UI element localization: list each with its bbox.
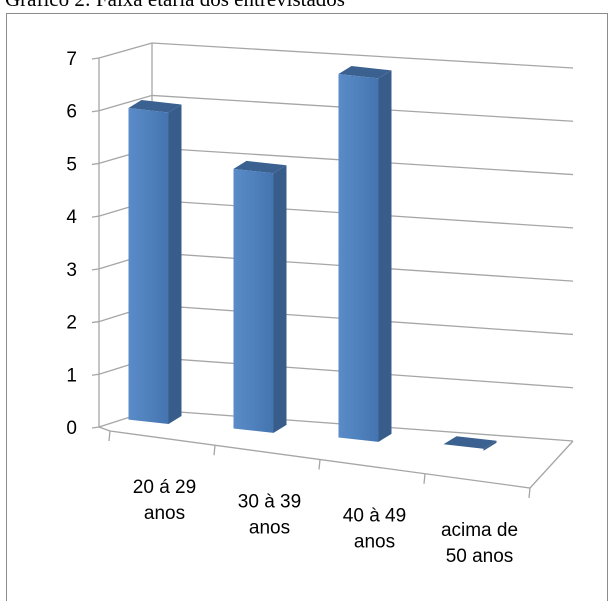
category-labels: 20 á 29 anos 30 à 39 anos 40 à 49 anos acima d… [133, 477, 518, 567]
chart-frame [6, 13, 608, 601]
y-tick-label: 6 [66, 102, 77, 123]
y-tick-labels: 0 1 2 3 4 5 6 7 [66, 49, 77, 439]
category-label: anos [354, 532, 395, 553]
y-tick-mark [91, 110, 100, 113]
category-label: 40 à 49 [343, 506, 406, 527]
floor-corner [98, 426, 111, 432]
y-tick-label: 7 [66, 49, 77, 70]
gridline [98, 42, 574, 69]
x-tick-mark [213, 445, 216, 456]
y-tick-label: 3 [66, 260, 77, 281]
x-tick-mark [108, 430, 111, 442]
x-tick-mark [423, 473, 426, 484]
bar-side [483, 440, 497, 451]
y-tick-label: 0 [66, 418, 77, 439]
bars [128, 65, 497, 451]
y-tick-mark [91, 162, 100, 166]
bar-top [233, 160, 287, 174]
bar-side [168, 104, 182, 424]
y-tick-mark [91, 268, 100, 271]
bar [128, 100, 182, 424]
category-label: anos [144, 503, 185, 524]
y-tick-label: 4 [66, 207, 77, 228]
category-label: acima de [441, 520, 518, 541]
x-tick-mark [318, 459, 321, 470]
y-tick-mark [91, 215, 100, 218]
y-tick-mark [91, 320, 100, 324]
bar-front [128, 108, 169, 424]
y-tick-label: 5 [66, 154, 77, 175]
bar [338, 65, 392, 442]
bar-top [443, 436, 497, 449]
bar-front [233, 168, 274, 433]
x-tick-mark [528, 487, 531, 499]
chart-title: Gráfico 2: Faixa etária dos entrevistado… [5, 0, 345, 12]
category-label: 50 anos [446, 546, 514, 567]
bar-side [378, 70, 392, 442]
bar-front [338, 73, 379, 442]
category-label: anos [249, 517, 290, 538]
bar [233, 160, 287, 433]
category-label: 30 à 39 [238, 491, 301, 512]
category-label: 20 á 29 [133, 477, 196, 498]
y-tick-label: 1 [66, 365, 77, 386]
bar-top [128, 100, 182, 113]
y-tick-label: 2 [66, 313, 77, 334]
bar-side [273, 165, 287, 433]
y-tick-mark [91, 373, 100, 376]
bar-top [338, 65, 392, 79]
bar [443, 436, 497, 451]
y-tick-mark [91, 57, 100, 60]
y-tick-mark [91, 426, 100, 429]
